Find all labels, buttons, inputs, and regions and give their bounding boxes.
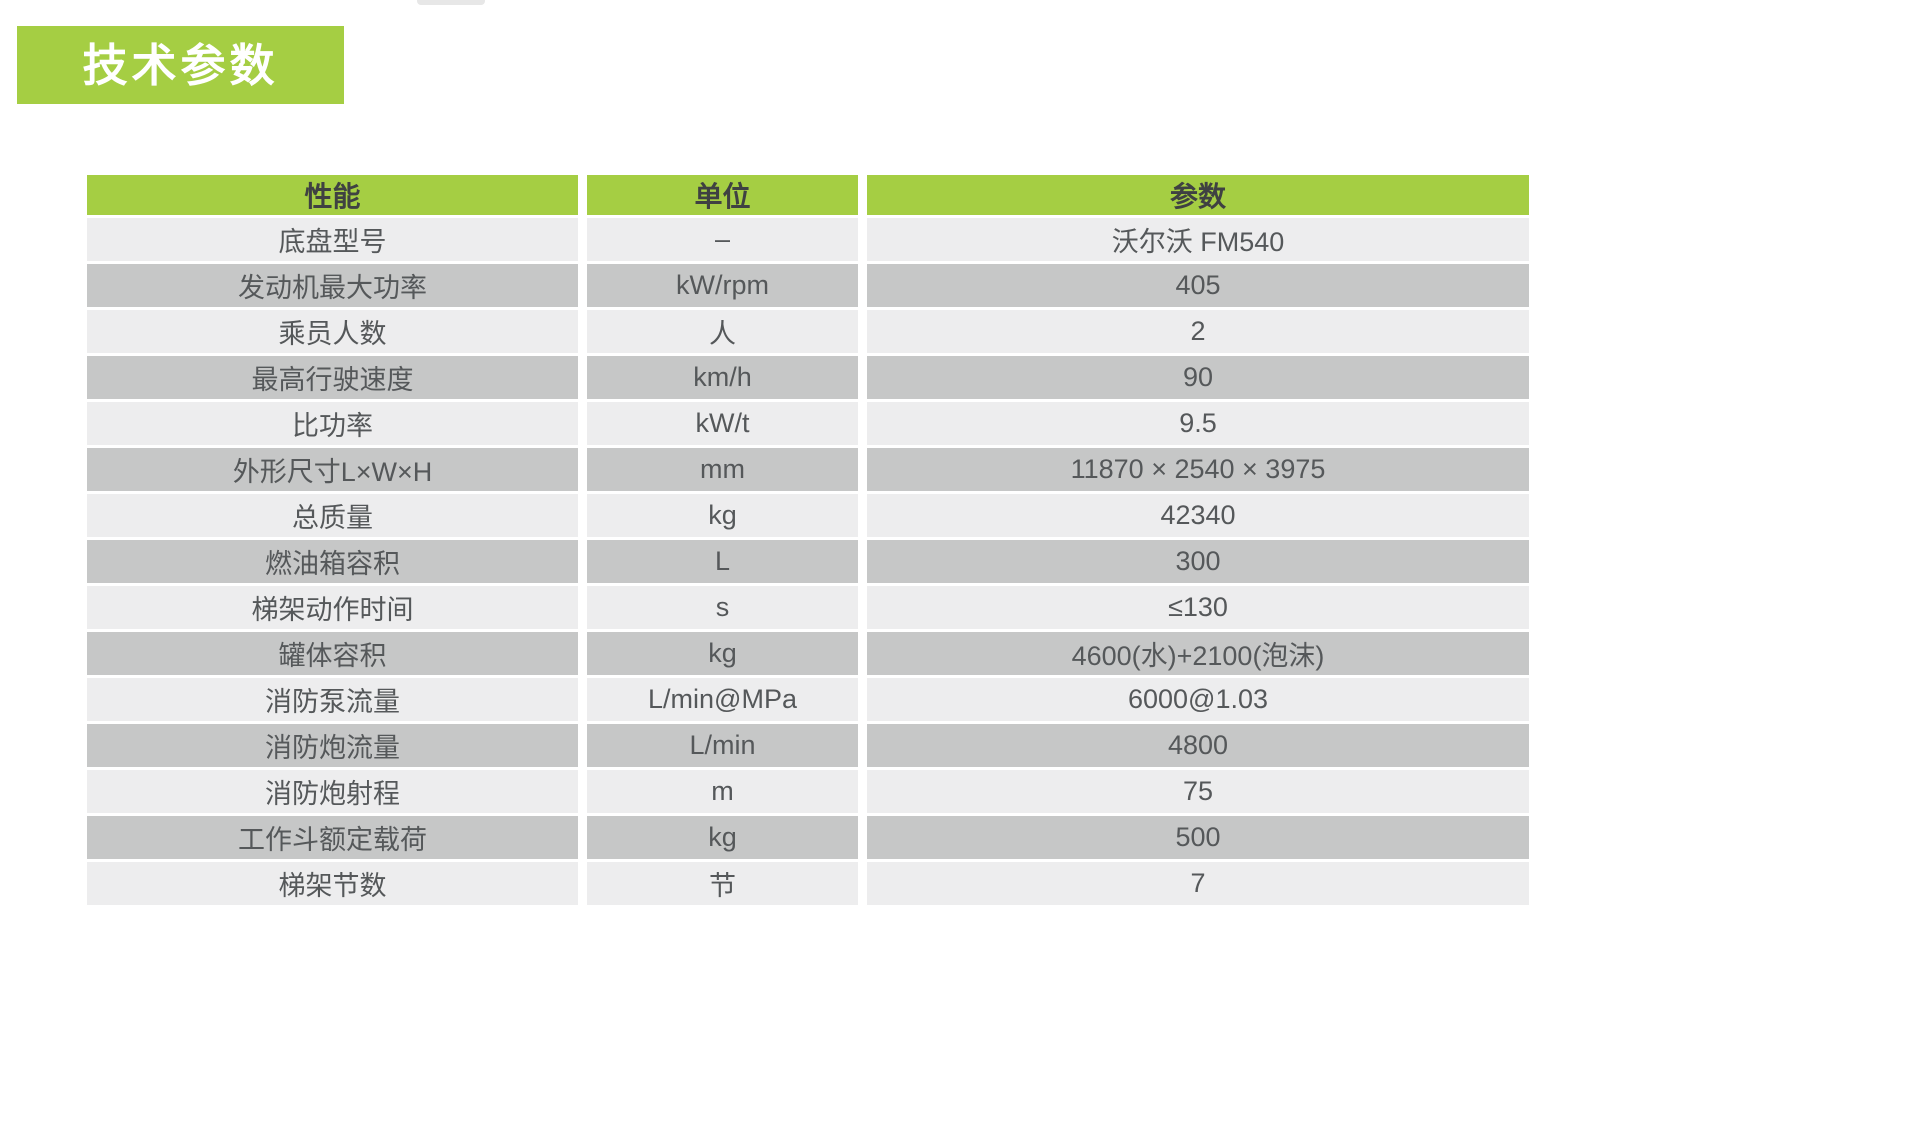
spec-unit-cell: kg — [587, 816, 858, 859]
spec-unit-cell: 节 — [587, 862, 858, 905]
spec-value-cell: 90 — [867, 356, 1529, 399]
table-row: 消防炮流量 L/min 4800 — [87, 724, 1529, 767]
table-row: 底盘型号 – 沃尔沃 FM540 — [87, 218, 1529, 261]
spec-unit-cell: kW/rpm — [587, 264, 858, 307]
spec-unit-cell: km/h — [587, 356, 858, 399]
table-row: 比功率 kW/t 9.5 — [87, 402, 1529, 445]
spec-name-cell: 梯架节数 — [87, 862, 578, 905]
column-header-unit: 单位 — [587, 175, 858, 215]
column-header-performance: 性能 — [87, 175, 578, 215]
spec-unit-cell: mm — [587, 448, 858, 491]
spec-table: 性能 单位 参数 底盘型号 – 沃尔沃 FM540 发动机最大功率 kW/rpm… — [78, 172, 1538, 908]
table-row: 罐体容积 kg 4600(水)+2100(泡沫) — [87, 632, 1529, 675]
spec-unit-cell: kg — [587, 632, 858, 675]
spec-value-cell: 11870 × 2540 × 3975 — [867, 448, 1529, 491]
spec-unit-cell: L/min — [587, 724, 858, 767]
spec-unit-cell: kg — [587, 494, 858, 537]
spec-unit-cell: kW/t — [587, 402, 858, 445]
spec-value-cell: 6000@1.03 — [867, 678, 1529, 721]
spec-unit-cell: 人 — [587, 310, 858, 353]
spec-name-cell: 消防炮流量 — [87, 724, 578, 767]
column-header-parameter: 参数 — [867, 175, 1529, 215]
section-title-block: 技术参数 — [17, 26, 344, 104]
spec-unit-cell: – — [587, 218, 858, 261]
spec-name-cell: 消防泵流量 — [87, 678, 578, 721]
spec-value-cell: 300 — [867, 540, 1529, 583]
table-row: 最高行驶速度 km/h 90 — [87, 356, 1529, 399]
spec-value-cell: 405 — [867, 264, 1529, 307]
spec-value-cell: 500 — [867, 816, 1529, 859]
spec-table-header: 性能 单位 参数 — [87, 175, 1529, 215]
table-row: 乘员人数 人 2 — [87, 310, 1529, 353]
spec-name-cell: 梯架动作时间 — [87, 586, 578, 629]
table-row: 梯架节数 节 7 — [87, 862, 1529, 905]
spec-name-cell: 罐体容积 — [87, 632, 578, 675]
spec-unit-cell: L — [587, 540, 858, 583]
header-row: 性能 单位 参数 — [87, 175, 1529, 215]
table-row: 总质量 kg 42340 — [87, 494, 1529, 537]
table-row: 消防泵流量 L/min@MPa 6000@1.03 — [87, 678, 1529, 721]
table-row: 外形尺寸L×W×H mm 11870 × 2540 × 3975 — [87, 448, 1529, 491]
spec-unit-cell: m — [587, 770, 858, 813]
spec-unit-cell: L/min@MPa — [587, 678, 858, 721]
spec-value-cell: 4800 — [867, 724, 1529, 767]
spec-name-cell: 比功率 — [87, 402, 578, 445]
spec-value-cell: 42340 — [867, 494, 1529, 537]
spec-value-cell: 9.5 — [867, 402, 1529, 445]
spec-unit-cell: s — [587, 586, 858, 629]
table-row: 梯架动作时间 s ≤130 — [87, 586, 1529, 629]
spec-value-cell: ≤130 — [867, 586, 1529, 629]
spec-name-cell: 外形尺寸L×W×H — [87, 448, 578, 491]
spec-name-cell: 底盘型号 — [87, 218, 578, 261]
table-row: 发动机最大功率 kW/rpm 405 — [87, 264, 1529, 307]
spec-name-cell: 总质量 — [87, 494, 578, 537]
page-title: 技术参数 — [82, 39, 279, 91]
spec-value-cell: 沃尔沃 FM540 — [867, 218, 1529, 261]
spec-name-cell: 乘员人数 — [87, 310, 578, 353]
spec-value-cell: 4600(水)+2100(泡沫) — [867, 632, 1529, 675]
spec-name-cell: 发动机最大功率 — [87, 264, 578, 307]
table-row: 燃油箱容积 L 300 — [87, 540, 1529, 583]
spec-value-cell: 75 — [867, 770, 1529, 813]
spec-name-cell: 燃油箱容积 — [87, 540, 578, 583]
spec-value-cell: 2 — [867, 310, 1529, 353]
spec-name-cell: 工作斗额定载荷 — [87, 816, 578, 859]
spec-name-cell: 最高行驶速度 — [87, 356, 578, 399]
spec-table-body: 底盘型号 – 沃尔沃 FM540 发动机最大功率 kW/rpm 405 乘员人数… — [87, 218, 1529, 905]
spec-name-cell: 消防炮射程 — [87, 770, 578, 813]
table-row: 工作斗额定载荷 kg 500 — [87, 816, 1529, 859]
table-row: 消防炮射程 m 75 — [87, 770, 1529, 813]
top-crop-artifact — [417, 0, 485, 5]
spec-value-cell: 7 — [867, 862, 1529, 905]
